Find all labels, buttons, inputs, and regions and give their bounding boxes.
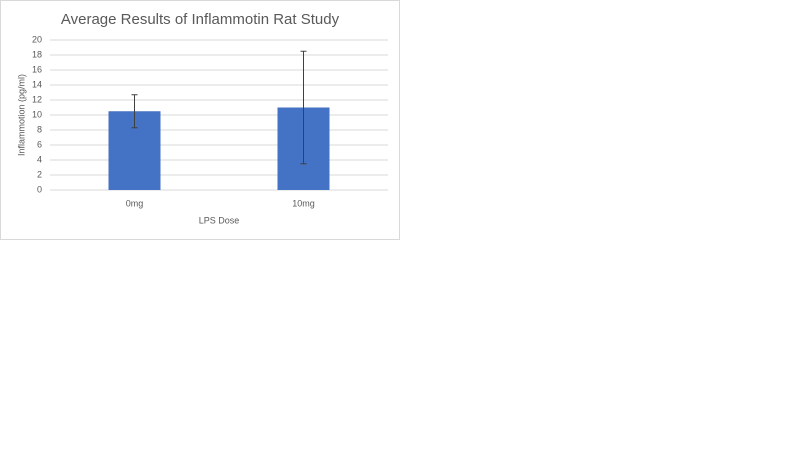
- y-tick-label: 10: [32, 109, 42, 119]
- y-tick-label: 0: [37, 184, 42, 194]
- y-tick-label: 4: [37, 154, 42, 164]
- y-tick-label: 20: [32, 34, 42, 44]
- y-tick-label: 6: [37, 139, 42, 149]
- x-tick-label: 10mg: [292, 198, 315, 208]
- y-tick-label: 14: [32, 79, 42, 89]
- chart-frame: [0, 0, 400, 240]
- chart-title: Average Results of Inflammotin Rat Study: [61, 11, 340, 28]
- x-axis-label: LPS Dose: [199, 215, 240, 225]
- y-tick-label: 8: [37, 124, 42, 134]
- y-tick-label: 16: [32, 64, 42, 74]
- error-bar: [300, 50, 307, 165]
- error-bar: [131, 94, 138, 129]
- x-tick-label: 0mg: [126, 198, 144, 208]
- y-axis-label: Inflammotion (pg/ml): [16, 74, 26, 156]
- y-tick-label: 18: [32, 49, 42, 59]
- y-tick-label: 2: [37, 169, 42, 179]
- y-tick-label: 12: [32, 94, 42, 104]
